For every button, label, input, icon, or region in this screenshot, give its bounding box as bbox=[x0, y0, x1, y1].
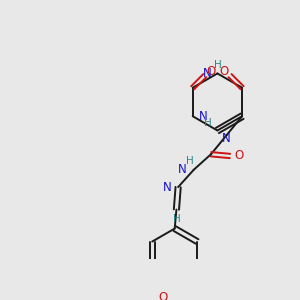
Text: H: H bbox=[214, 60, 222, 70]
Text: O: O bbox=[158, 291, 168, 300]
Text: N: N bbox=[199, 110, 208, 123]
Text: O: O bbox=[219, 65, 229, 78]
Text: N: N bbox=[163, 181, 171, 194]
Text: N: N bbox=[178, 163, 187, 176]
Text: H: H bbox=[172, 214, 180, 224]
Text: H: H bbox=[185, 156, 193, 166]
Text: N: N bbox=[222, 132, 230, 145]
Text: O: O bbox=[206, 65, 215, 78]
Text: H: H bbox=[204, 118, 212, 128]
Text: N: N bbox=[202, 67, 211, 80]
Text: O: O bbox=[234, 149, 243, 163]
